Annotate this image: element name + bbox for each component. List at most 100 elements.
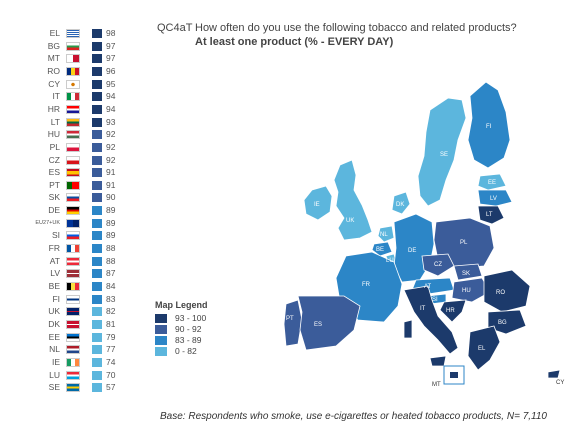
map-region-ee bbox=[477, 173, 507, 191]
value-swatch bbox=[92, 79, 102, 89]
map-region-cy bbox=[547, 369, 561, 379]
map-label-pt: PT bbox=[286, 316, 294, 322]
country-code: BE bbox=[48, 281, 60, 291]
map-label-hu: HU bbox=[462, 288, 471, 294]
italy-flag bbox=[66, 92, 80, 102]
ranking-row: FR 88 bbox=[30, 242, 140, 254]
ranking-row: IT 94 bbox=[30, 90, 140, 102]
ranking-row: HR 94 bbox=[30, 103, 140, 115]
ranking-row: EL 98 bbox=[30, 27, 140, 39]
ranking-row: SK 90 bbox=[30, 191, 140, 203]
map-region-el bbox=[467, 325, 501, 371]
ranking-row: IE 74 bbox=[30, 356, 140, 368]
country-code: DE bbox=[48, 205, 60, 216]
legend-swatch bbox=[155, 336, 167, 345]
country-code: BG bbox=[47, 40, 60, 51]
map-region-it-sicily bbox=[429, 355, 447, 367]
country-value: 92 bbox=[106, 129, 116, 140]
map-label-ro: RO bbox=[496, 290, 505, 296]
belgium-flag bbox=[66, 282, 80, 291]
country-value: 57 bbox=[106, 382, 116, 393]
country-code: HR bbox=[47, 103, 60, 114]
denmark-flag bbox=[66, 319, 80, 329]
country-code: FR bbox=[48, 243, 60, 254]
country-code: LU bbox=[49, 369, 60, 380]
uk-flag bbox=[66, 307, 80, 317]
map-region-ro bbox=[483, 269, 531, 313]
malta-flag bbox=[66, 54, 80, 64]
country-value: 98 bbox=[106, 28, 116, 38]
value-swatch bbox=[92, 256, 102, 266]
ireland-flag bbox=[66, 357, 80, 367]
country-value: 81 bbox=[106, 318, 116, 329]
ranking-row: LT 93 bbox=[30, 116, 140, 128]
legend-title: Map Legend bbox=[155, 300, 208, 310]
country-code: CZ bbox=[48, 154, 60, 165]
value-swatch bbox=[92, 168, 102, 178]
map-label-bg: BG bbox=[498, 320, 507, 326]
value-swatch bbox=[92, 92, 102, 102]
ranking-row: SI 89 bbox=[30, 229, 140, 241]
country-value: 93 bbox=[106, 116, 116, 127]
value-swatch bbox=[92, 345, 102, 355]
country-value: 91 bbox=[106, 179, 116, 190]
czechia-flag bbox=[66, 155, 80, 165]
spain-flag bbox=[66, 168, 80, 178]
country-value: 92 bbox=[106, 154, 116, 165]
map-label-fi: FI bbox=[486, 124, 492, 130]
country-code: NL bbox=[49, 344, 60, 355]
map-region-it-sardinia bbox=[403, 319, 413, 339]
country-value: 88 bbox=[106, 255, 116, 266]
legend-item: 90 - 92 bbox=[155, 324, 208, 335]
map-region-lt bbox=[477, 205, 505, 225]
map-label-de: DE bbox=[408, 248, 416, 254]
country-code: CY bbox=[48, 78, 60, 89]
value-swatch bbox=[92, 29, 102, 38]
ranking-row: BE 84 bbox=[30, 280, 140, 292]
map-label-lv: LV bbox=[490, 196, 497, 202]
map-label-lt: LT bbox=[486, 212, 493, 218]
portugal-flag bbox=[66, 180, 80, 190]
map-region-fi bbox=[467, 81, 511, 169]
ranking-row: LU 70 bbox=[30, 369, 140, 381]
value-swatch bbox=[92, 218, 102, 228]
map-region-uk bbox=[333, 159, 373, 241]
ranking-row: PT 91 bbox=[30, 179, 140, 191]
country-value: 96 bbox=[106, 65, 116, 76]
value-swatch bbox=[92, 383, 102, 393]
romania-flag bbox=[66, 66, 80, 76]
country-code: EU27+UK bbox=[35, 219, 60, 226]
map-region-it bbox=[403, 285, 459, 355]
austria-flag bbox=[66, 256, 80, 266]
bulgaria-flag bbox=[66, 41, 80, 51]
map-region-be bbox=[371, 241, 393, 257]
ranking-row: DK 81 bbox=[30, 318, 140, 330]
estonia-flag bbox=[66, 332, 80, 342]
country-value: 90 bbox=[106, 192, 116, 203]
base-note: Base: Respondents who smoke, use e-cigar… bbox=[160, 411, 547, 422]
map-region-hu bbox=[451, 277, 491, 303]
country-value: 74 bbox=[106, 356, 116, 367]
value-swatch bbox=[92, 54, 102, 64]
country-code: DK bbox=[48, 318, 60, 329]
legend-label: 93 - 100 bbox=[175, 313, 207, 323]
country-code: SI bbox=[51, 230, 60, 241]
country-code: SE bbox=[48, 382, 60, 393]
country-code: SK bbox=[48, 192, 60, 203]
map-label-hr: HR bbox=[446, 308, 455, 314]
country-code: EL bbox=[49, 28, 60, 38]
eu-flag bbox=[66, 218, 80, 228]
country-value: 91 bbox=[106, 167, 116, 178]
country-code: PL bbox=[49, 141, 60, 152]
ranking-row: SE 57 bbox=[30, 381, 140, 393]
map-label-nl: NL bbox=[380, 232, 388, 238]
value-swatch bbox=[92, 193, 102, 203]
map-region-mt bbox=[450, 372, 458, 378]
legend-item: 93 - 100 bbox=[155, 313, 208, 324]
map-label-cz: CZ bbox=[434, 262, 442, 268]
lithuania-flag bbox=[66, 117, 80, 127]
legend-label: 83 - 89 bbox=[175, 335, 202, 345]
country-code: RO bbox=[47, 65, 60, 76]
legend-label: 0 - 82 bbox=[175, 346, 197, 356]
finland-flag bbox=[66, 294, 80, 304]
